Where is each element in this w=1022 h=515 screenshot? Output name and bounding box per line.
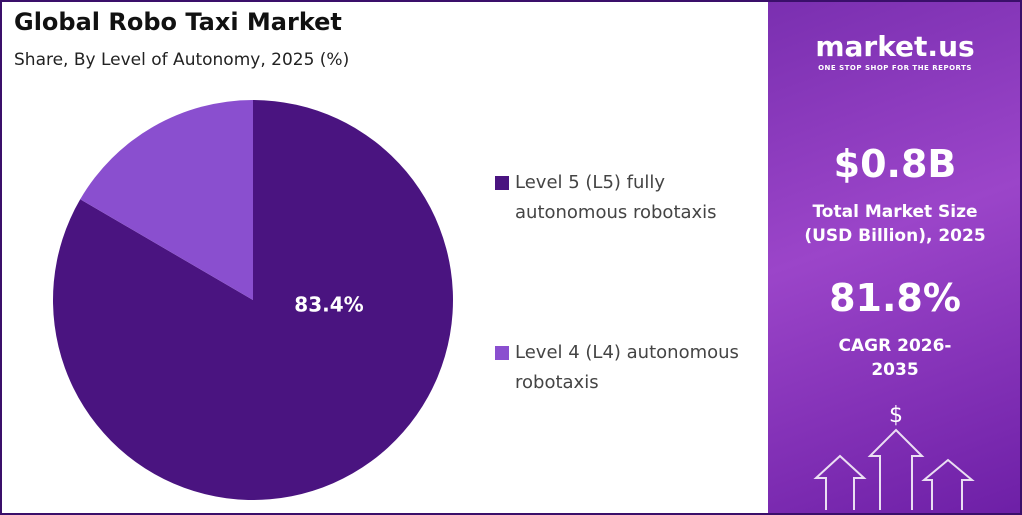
legend-label: Level 5 (L5) fully autonomous robotaxis [515,172,717,223]
pie-slice [80,100,253,300]
legend-swatch [495,346,509,360]
svg-text:$: $ [889,403,903,428]
tagline: ONE STOP SHOP FOR THE REPORTS [818,64,972,72]
side-panel: market.us ONE STOP SHOP FOR THE REPORTS … [768,0,1022,515]
data-label: 83.4% [294,293,363,317]
legend-item: Level 5 (L5) fully autonomous robotaxis [495,168,745,228]
chart-subtitle: Share, By Level of Autonomy, 2025 (%) [14,50,350,70]
brand: market.us [815,30,975,63]
market-size-label: Total Market Size (USD Billion), 2025 [804,202,986,246]
chart-title: Global Robo Taxi Market [14,8,342,36]
legend-swatch [495,176,509,190]
market-size: $0.8B [833,142,957,186]
legend-item: Level 4 (L4) autonomous robotaxis [495,338,745,398]
cagr: 81.8% [829,276,961,320]
cagr-label: CAGR 2026-2035 [838,336,952,380]
chart: 83.4% [53,100,454,500]
arrows-icon: $ [813,403,975,510]
legend-label: Level 4 (L4) autonomous robotaxis [515,342,739,393]
